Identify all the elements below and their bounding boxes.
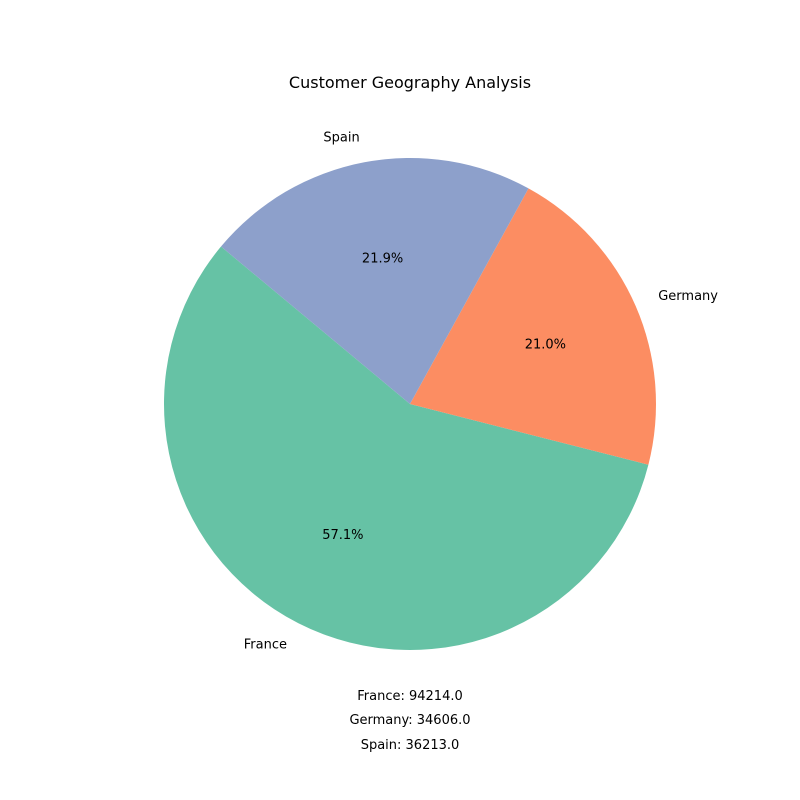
percent-label-france: 57.1%	[322, 528, 363, 543]
pie-labels: France 57.1% Germany 21.0% Spain 21.9%	[244, 131, 719, 653]
value-line-spain: Spain: 36213.0	[361, 738, 460, 753]
pie-slice-spain	[221, 158, 529, 404]
pie-slices	[163, 158, 656, 651]
chart-title: Customer Geography Analysis	[289, 73, 531, 92]
slice-label-germany: Germany	[658, 289, 718, 304]
value-line-france: France: 94214.0	[357, 689, 463, 704]
value-summary: France: 94214.0 Germany: 34606.0 Spain: …	[349, 689, 470, 753]
percent-label-germany: 21.0%	[525, 338, 566, 353]
pie-slice-france	[163, 246, 649, 651]
slice-label-france: France	[244, 638, 287, 653]
percent-label-spain: 21.9%	[362, 251, 403, 266]
slice-label-spain: Spain	[323, 131, 359, 146]
value-line-germany: Germany: 34606.0	[349, 713, 470, 728]
pie-slice-germany	[410, 188, 656, 465]
